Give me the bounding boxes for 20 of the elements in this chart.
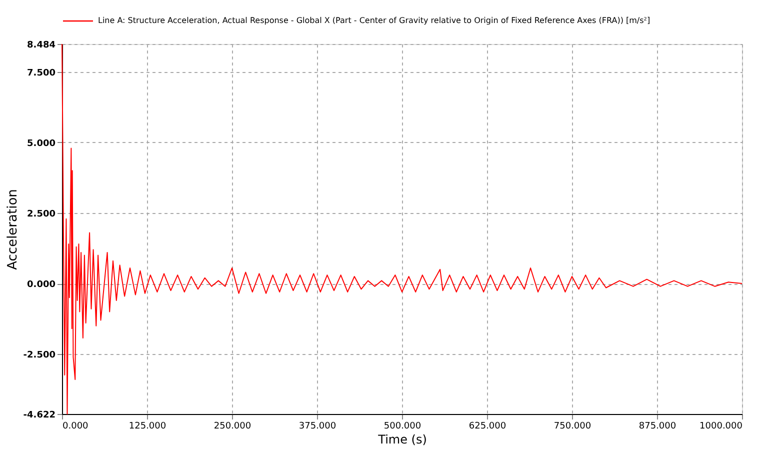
x-tick-label: 125.000 bbox=[128, 422, 166, 432]
x-tick-label: 875.000 bbox=[638, 422, 676, 432]
y-tick-label: 5.000 bbox=[27, 138, 56, 149]
y-tick-label: -2.500 bbox=[23, 350, 56, 361]
x-tick-label: 500.000 bbox=[384, 422, 422, 432]
y-tick-label: 2.500 bbox=[27, 209, 56, 220]
x-tick-label: 750.000 bbox=[554, 422, 592, 432]
line-series bbox=[62, 44, 742, 414]
x-tick-label: 625.000 bbox=[468, 422, 506, 432]
x-tick-label: 0.000 bbox=[62, 422, 89, 432]
y-tick-label: 0.000 bbox=[27, 280, 56, 290]
y-tick-label: 7.500 bbox=[27, 68, 56, 78]
x-tick-label: 250.000 bbox=[214, 422, 252, 432]
y-axis-title: Acceleration bbox=[5, 189, 20, 270]
y-tick-label: 8.484 bbox=[27, 40, 56, 50]
x-tick-label: 375.000 bbox=[298, 422, 336, 432]
y-tick-label: -4.622 bbox=[23, 410, 56, 420]
x-tick-label: 1000.000 bbox=[700, 422, 743, 432]
legend-label: Line A: Structure Acceleration, Actual Response - Global X (Part - Center of Gravity relative to Origin of Fixed Reference Axes (FRA)) [m/s²] bbox=[98, 16, 650, 25]
x-axis-title: Time (s) bbox=[377, 432, 427, 446]
